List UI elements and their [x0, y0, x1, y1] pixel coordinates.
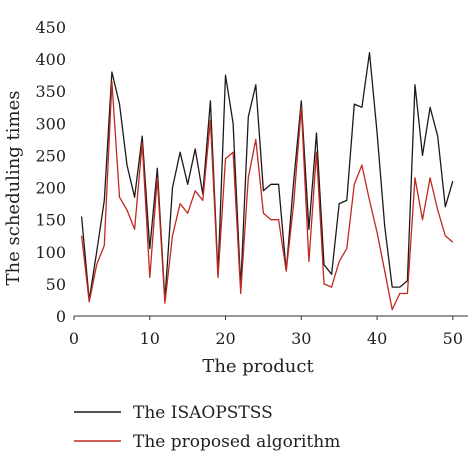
series-line-isaopstss — [80, 52, 454, 301]
y-tick-label: 450 — [35, 18, 66, 37]
legend-label-isaopstss: The ISAOPSTSS — [133, 403, 273, 423]
y-tick-label: 350 — [35, 82, 66, 101]
y-tick-label: 150 — [35, 211, 66, 230]
x-axis-ticks: 0 10 20 30 40 50 — [69, 316, 463, 348]
series-lines — [80, 52, 454, 311]
y-tick-label: 300 — [35, 114, 66, 133]
y-axis-title: The scheduling times — [3, 91, 24, 286]
x-tick-label: 50 — [443, 329, 463, 348]
x-tick-label: 30 — [291, 329, 311, 348]
x-tick-label: 0 — [69, 329, 79, 348]
x-tick-label: 40 — [367, 329, 387, 348]
x-tick-label: 20 — [215, 329, 235, 348]
x-axis-title: The product — [202, 356, 314, 377]
y-axis-ticks: 0 50 100 150 200 250 300 350 400 450 — [35, 18, 66, 326]
x-tick-label: 10 — [140, 329, 160, 348]
y-tick-label: 400 — [35, 50, 66, 69]
legend: The ISAOPSTSS The proposed algorithm — [74, 403, 340, 452]
series-line-proposed — [80, 80, 454, 311]
y-tick-label: 0 — [56, 307, 66, 326]
legend-label-proposed: The proposed algorithm — [133, 432, 340, 452]
y-tick-label: 50 — [46, 275, 66, 294]
y-tick-label: 250 — [35, 146, 66, 165]
y-tick-label: 200 — [35, 179, 66, 198]
y-tick-label: 100 — [35, 243, 66, 262]
